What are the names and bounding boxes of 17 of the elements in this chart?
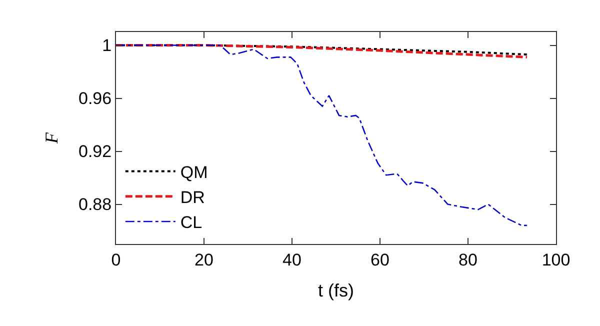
line-series <box>116 44 528 226</box>
x-tick-label: 100 <box>542 250 570 270</box>
x-tick-label: 20 <box>194 250 214 270</box>
y-tick-label: 0.92 <box>78 142 112 162</box>
y-tick-label: 1 <box>102 36 112 56</box>
y-tick-label: 0.96 <box>78 89 112 108</box>
legend-label: CL <box>180 213 202 232</box>
legend-label: QM <box>180 162 208 182</box>
legend-label: DR <box>180 188 205 208</box>
x-tick-label: 40 <box>282 250 302 270</box>
y-tick-label: 0.88 <box>78 195 112 214</box>
x-tick-label: 60 <box>370 250 390 270</box>
x-axis-title: t (fs) <box>318 280 354 300</box>
x-tick-label: 0 <box>111 250 121 270</box>
line-series <box>116 44 528 58</box>
x-tick-label: 80 <box>458 250 478 270</box>
y-axis-title: F <box>42 132 62 144</box>
